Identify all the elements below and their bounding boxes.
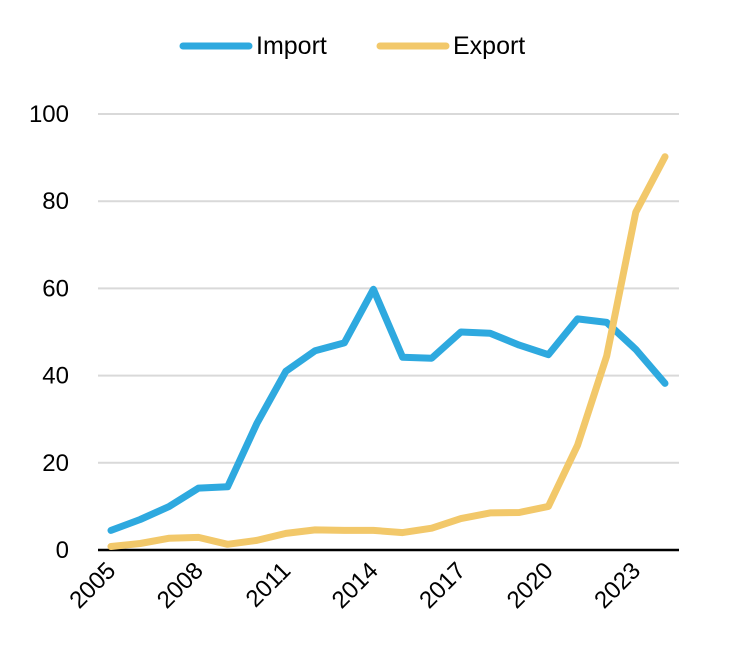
- x-tick-label: 2008: [152, 557, 209, 614]
- legend-label-import: Import: [256, 32, 327, 60]
- y-tick-label: 80: [42, 188, 69, 215]
- x-tick-label: 2011: [241, 557, 297, 613]
- x-tick-label: 2005: [64, 557, 121, 614]
- y-tick-label: 100: [29, 101, 69, 128]
- legend-label-export: Export: [453, 32, 525, 60]
- legend: Import Export: [179, 32, 525, 60]
- series-line-export: [107, 153, 669, 550]
- x-tick-label: 2023: [589, 557, 646, 614]
- x-tick-label: 2020: [502, 557, 559, 614]
- legend-item-export: Export: [376, 32, 525, 60]
- y-tick-label: 60: [42, 275, 69, 302]
- y-tick-label: 0: [56, 537, 69, 564]
- y-tick-label: 40: [42, 363, 69, 390]
- series-line-import: [107, 285, 669, 534]
- x-tick-label: 2017: [414, 557, 471, 614]
- legend-item-import: Import: [179, 32, 327, 60]
- gridlines: [98, 113, 679, 464]
- x-tick-label: 2014: [327, 557, 384, 614]
- y-tick-labels: 0 20 40 60 80 100: [29, 101, 69, 564]
- series-lines: [107, 153, 669, 550]
- x-tick-labels: 2005 2008 2011 2014 2017 2020 2023: [64, 557, 646, 614]
- y-tick-label: 20: [42, 450, 69, 477]
